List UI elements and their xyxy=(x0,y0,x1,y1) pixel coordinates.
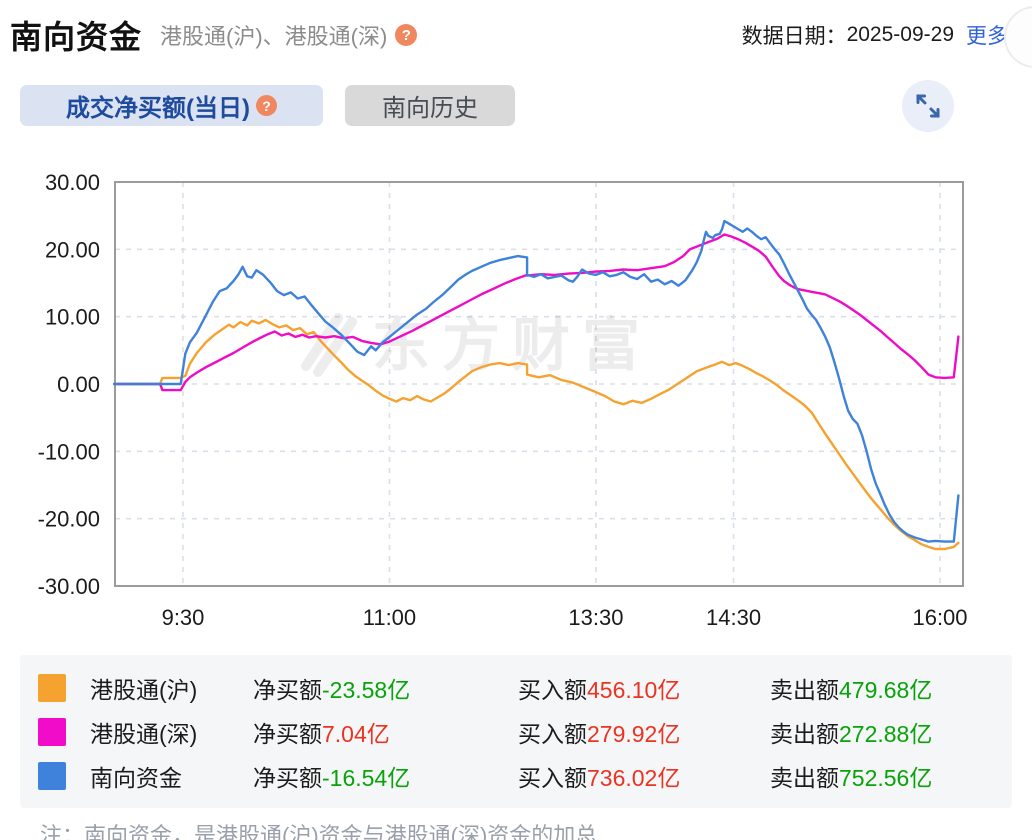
chart-area: 东方财富 30.00 20.00 10.00 0.00 -10.00 -20.00 -30.0… xyxy=(0,160,1032,638)
buy-cell: 买入额456.10亿 xyxy=(518,671,770,705)
series-line-2 xyxy=(112,219,960,543)
y-tick-label: -30.00 xyxy=(38,574,100,599)
series-name: 港股通(深) xyxy=(90,721,198,747)
y-tick-label: 10.00 xyxy=(45,305,100,330)
sell-cell: 卖出额479.68亿 xyxy=(770,671,932,705)
tab-net-buy-amount[interactable]: 成交净买额(当日) ? xyxy=(20,85,323,126)
series-swatch-southbound xyxy=(38,762,66,790)
buy-value: 279.92亿 xyxy=(587,721,681,747)
legend-panel: 港股通(沪) 净买额-23.58亿 买入额456.10亿 卖出额479.68亿 … xyxy=(20,655,1012,808)
page-subtitle: 港股通(沪)、港股通(深) xyxy=(160,24,388,49)
buy-cell: 买入额279.92亿 xyxy=(518,715,770,749)
sell-cell: 卖出额752.56亿 xyxy=(770,759,932,793)
sell-label: 卖出额 xyxy=(770,677,839,703)
buy-label: 买入额 xyxy=(518,677,587,703)
tab-help-icon[interactable]: ? xyxy=(255,95,277,116)
chart-svg[interactable]: 东方财富 30.00 20.00 10.00 0.00 -10.00 -20.00 -30.0… xyxy=(0,160,1032,638)
tab-bar: 成交净买额(当日) ? 南向历史 xyxy=(20,85,515,126)
more-link[interactable]: 更多 xyxy=(966,25,1008,48)
tab-net-buy-label: 成交净买额(当日) xyxy=(66,95,250,122)
watermark-logo-icon xyxy=(301,313,357,377)
buy-label: 买入额 xyxy=(518,721,587,747)
sell-value: 272.88亿 xyxy=(839,721,933,747)
legend-row: 港股通(深) 净买额7.04亿 买入额279.92亿 卖出额272.88亿 xyxy=(38,710,1012,754)
series-name: 南向资金 xyxy=(90,765,182,791)
y-tick-label: 20.00 xyxy=(45,237,100,262)
tab-history-label: 南向历史 xyxy=(382,95,478,122)
y-tick-label: -20.00 xyxy=(38,507,100,532)
buy-value: 736.02亿 xyxy=(587,765,681,791)
x-tick-label: 16:00 xyxy=(912,605,967,630)
net-buy-label: 净买额 xyxy=(253,677,322,703)
y-tick-label: -10.00 xyxy=(38,439,100,464)
sell-label: 卖出额 xyxy=(770,721,839,747)
series-swatch-sz xyxy=(38,718,66,746)
net-buy-label: 净买额 xyxy=(253,765,322,791)
legend-row: 南向资金 净买额-16.54亿 买入额736.02亿 卖出额752.56亿 xyxy=(38,754,1012,798)
x-tick-label: 11:00 xyxy=(363,605,416,630)
tab-southbound-history[interactable]: 南向历史 xyxy=(345,85,515,126)
net-buy-cell: 净买额7.04亿 xyxy=(253,715,518,749)
net-buy-cell: 净买额-16.54亿 xyxy=(253,759,518,793)
cutoff-floating-button xyxy=(1004,6,1032,68)
net-buy-value: 7.04亿 xyxy=(322,721,390,747)
sell-value: 752.56亿 xyxy=(839,765,933,791)
footnote: 注：南向资金，是港股通(沪)资金与港股通(深)资金的加总 xyxy=(40,823,598,840)
net-buy-value: -23.58亿 xyxy=(322,677,411,703)
net-buy-value: -16.54亿 xyxy=(322,765,411,791)
buy-label: 买入额 xyxy=(518,765,587,791)
series-line-0 xyxy=(112,318,960,551)
x-tick-label: 13:30 xyxy=(568,605,623,630)
buy-cell: 买入额736.02亿 xyxy=(518,759,770,793)
series-swatch-sh xyxy=(38,674,66,702)
page-title: 南向资金 xyxy=(10,19,143,55)
x-tick-label: 9:30 xyxy=(162,605,205,630)
buy-value: 456.10亿 xyxy=(587,677,681,703)
data-date-label: 数据日期： xyxy=(741,25,847,48)
help-icon[interactable]: ? xyxy=(395,24,418,46)
header-right: 数据日期： 2025-09-29 更多 xyxy=(742,20,1008,50)
net-buy-label: 净买额 xyxy=(253,721,322,747)
expand-arrows-icon xyxy=(916,94,940,118)
data-date-value: 2025-09-29 xyxy=(846,23,954,46)
y-tick-label: 30.00 xyxy=(45,170,100,195)
y-tick-label: 0.00 xyxy=(57,372,100,397)
legend-row: 港股通(沪) 净买额-23.58亿 买入额456.10亿 卖出额479.68亿 xyxy=(38,666,1012,710)
header: 南向资金 港股通(沪)、港股通(深) ? 数据日期： 2025-09-29 更多 xyxy=(0,0,1032,68)
sell-cell: 卖出额272.88亿 xyxy=(770,715,932,749)
sell-value: 479.68亿 xyxy=(839,677,933,703)
expand-button[interactable] xyxy=(902,80,954,132)
net-buy-cell: 净买额-23.58亿 xyxy=(253,671,518,705)
sell-label: 卖出额 xyxy=(770,765,839,791)
x-tick-label: 14:30 xyxy=(706,605,761,630)
series-name: 港股通(沪) xyxy=(90,677,198,703)
watermark: 东方财富 xyxy=(372,313,652,378)
